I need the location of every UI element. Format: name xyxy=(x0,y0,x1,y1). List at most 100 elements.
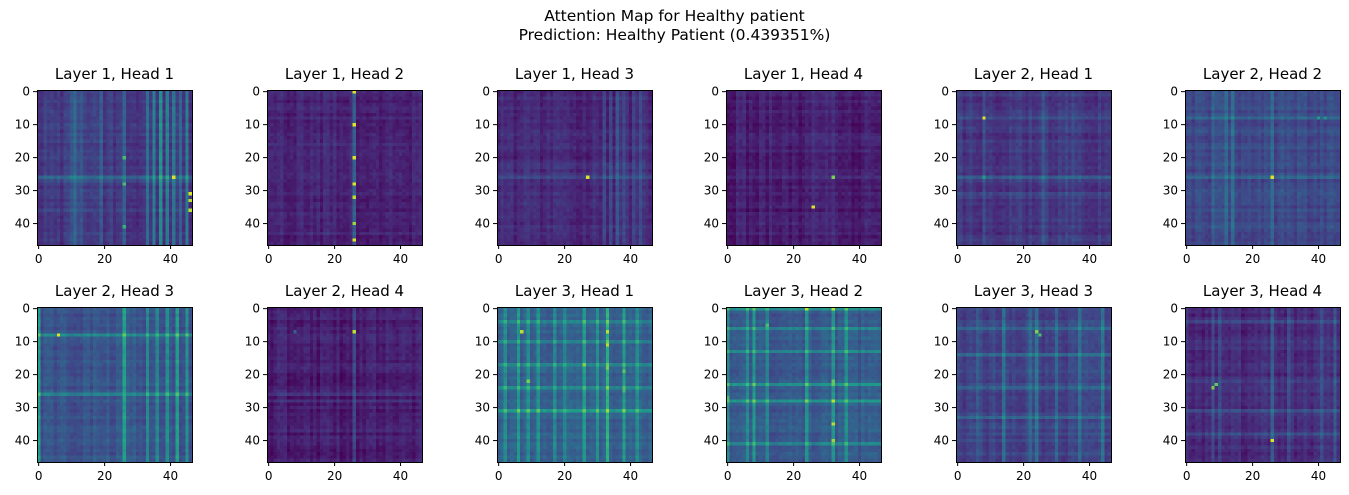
y-tick-label: 10 xyxy=(934,118,949,132)
y-tick-label: 0 xyxy=(252,85,260,99)
x-tick-label: 40 xyxy=(852,469,867,483)
x-tick-label: 0 xyxy=(265,469,273,483)
y-tick-label: 0 xyxy=(1170,302,1178,316)
y-tick-label: 30 xyxy=(704,401,719,415)
axes-frame xyxy=(497,90,653,246)
y-tick-label: 20 xyxy=(1163,151,1178,165)
panel-axes: 0 10 20 30 40 0 20 40 xyxy=(245,302,423,483)
y-tick-label: 40 xyxy=(245,217,260,231)
attention-heatmap xyxy=(956,307,1111,462)
y-tick-label: 40 xyxy=(15,434,30,448)
y-tick-label: 10 xyxy=(15,335,30,349)
heatmap-panel: Layer 3, Head 1 0 10 20 30 40 0 20 40 xyxy=(475,282,653,483)
attention-heatmap xyxy=(1185,90,1340,245)
x-tick-label: 0 xyxy=(35,252,43,266)
y-tick-label: 10 xyxy=(475,335,490,349)
heatmap-panel: Layer 2, Head 1 0 10 20 30 40 0 20 40 xyxy=(934,65,1112,266)
y-tick-label: 10 xyxy=(1163,118,1178,132)
axes-frame xyxy=(726,307,882,463)
panel-title: Layer 3, Head 1 xyxy=(514,282,635,300)
axes-frame xyxy=(267,90,423,246)
axes-frame xyxy=(1185,90,1341,246)
x-tick-label: 20 xyxy=(327,252,342,266)
y-tick-label: 30 xyxy=(1163,401,1178,415)
x-tick-label: 0 xyxy=(1183,469,1191,483)
x-tick-label: 40 xyxy=(1311,469,1326,483)
x-tick-label: 20 xyxy=(557,252,572,266)
panel-axes: 0 10 20 30 40 0 20 40 xyxy=(15,85,193,266)
panel-title: Layer 1, Head 3 xyxy=(514,65,635,83)
y-tick-label: 30 xyxy=(934,184,949,198)
panel-title: Layer 3, Head 4 xyxy=(1202,282,1323,300)
x-tick-label: 0 xyxy=(35,469,43,483)
y-tick-label: 40 xyxy=(1163,434,1178,448)
panel-axes: 0 10 20 30 40 0 20 40 xyxy=(934,302,1112,483)
x-tick-label: 40 xyxy=(393,252,408,266)
x-tick-label: 20 xyxy=(1016,252,1031,266)
x-tick-label: 40 xyxy=(163,252,178,266)
heatmap-panel: Layer 1, Head 1 0 10 20 30 40 0 20 40 xyxy=(15,65,193,266)
y-tick-label: 20 xyxy=(245,368,260,382)
x-tick-label: 0 xyxy=(495,252,503,266)
attention-heatmap xyxy=(726,307,881,462)
y-tick-label: 0 xyxy=(482,302,490,316)
y-tick-label: 40 xyxy=(245,434,260,448)
x-tick-label: 20 xyxy=(1245,469,1260,483)
x-tick-label: 0 xyxy=(265,252,273,266)
heatmap-panel: Layer 2, Head 2 0 10 20 30 40 0 20 40 xyxy=(1163,65,1341,266)
x-tick-label: 0 xyxy=(495,469,503,483)
y-tick-label: 10 xyxy=(245,335,260,349)
panel-axes: 0 10 20 30 40 0 20 40 xyxy=(245,85,423,266)
x-tick-label: 0 xyxy=(724,252,732,266)
y-tick-label: 10 xyxy=(245,118,260,132)
axes-frame xyxy=(37,90,193,246)
panel-title: Layer 1, Head 1 xyxy=(54,65,175,83)
heatmap-panel: Layer 3, Head 3 0 10 20 30 40 0 20 40 xyxy=(934,282,1112,483)
panel-title: Layer 2, Head 4 xyxy=(284,282,405,300)
x-tick-label: 20 xyxy=(1245,252,1260,266)
axes-frame xyxy=(956,90,1112,246)
panel-title: Layer 1, Head 4 xyxy=(743,65,864,83)
x-tick-label: 20 xyxy=(97,469,112,483)
y-tick-label: 0 xyxy=(941,302,949,316)
y-tick-label: 0 xyxy=(252,302,260,316)
y-tick-label: 0 xyxy=(482,85,490,99)
x-tick-label: 40 xyxy=(1082,252,1097,266)
panel-axes: 0 10 20 30 40 0 20 40 xyxy=(1163,302,1341,483)
panel-title: Layer 2, Head 2 xyxy=(1202,65,1323,83)
y-tick-label: 30 xyxy=(475,401,490,415)
panel-axes: 0 10 20 30 40 0 20 40 xyxy=(475,85,653,266)
y-tick-label: 0 xyxy=(941,85,949,99)
y-tick-label: 30 xyxy=(15,401,30,415)
y-tick-label: 30 xyxy=(704,184,719,198)
axes-frame xyxy=(37,307,193,463)
x-tick-label: 40 xyxy=(623,252,638,266)
x-tick-label: 40 xyxy=(163,469,178,483)
y-tick-label: 20 xyxy=(934,151,949,165)
y-tick-label: 20 xyxy=(704,368,719,382)
y-tick-label: 20 xyxy=(15,368,30,382)
y-tick-label: 20 xyxy=(1163,368,1178,382)
x-tick-label: 20 xyxy=(97,252,112,266)
y-tick-label: 30 xyxy=(934,401,949,415)
figure-title-line-1: Attention Map for Healthy patient xyxy=(544,7,805,25)
attention-heatmap xyxy=(37,90,192,245)
heatmap-panel: Layer 1, Head 4 0 10 20 30 40 0 20 40 xyxy=(704,65,882,266)
y-tick-label: 0 xyxy=(711,85,719,99)
attention-heatmap xyxy=(267,90,422,245)
y-tick-label: 0 xyxy=(22,302,30,316)
x-tick-label: 20 xyxy=(557,469,572,483)
x-tick-label: 0 xyxy=(1183,252,1191,266)
axes-frame xyxy=(956,307,1112,463)
figure-title-line-2: Prediction: Healthy Patient (0.439351%) xyxy=(518,26,831,44)
y-tick-label: 10 xyxy=(475,118,490,132)
attention-heatmap xyxy=(726,90,881,245)
figure-title: Attention Map for Healthy patient Predic… xyxy=(0,7,1349,45)
x-tick-label: 0 xyxy=(954,252,962,266)
heatmap-panel: Layer 3, Head 2 0 10 20 30 40 0 20 40 xyxy=(704,282,882,483)
axes-frame xyxy=(267,307,423,463)
attention-heatmap xyxy=(497,90,652,245)
heatmap-panel: Layer 1, Head 2 0 10 20 30 40 0 20 40 xyxy=(245,65,423,266)
x-tick-label: 40 xyxy=(393,469,408,483)
y-tick-label: 10 xyxy=(15,118,30,132)
